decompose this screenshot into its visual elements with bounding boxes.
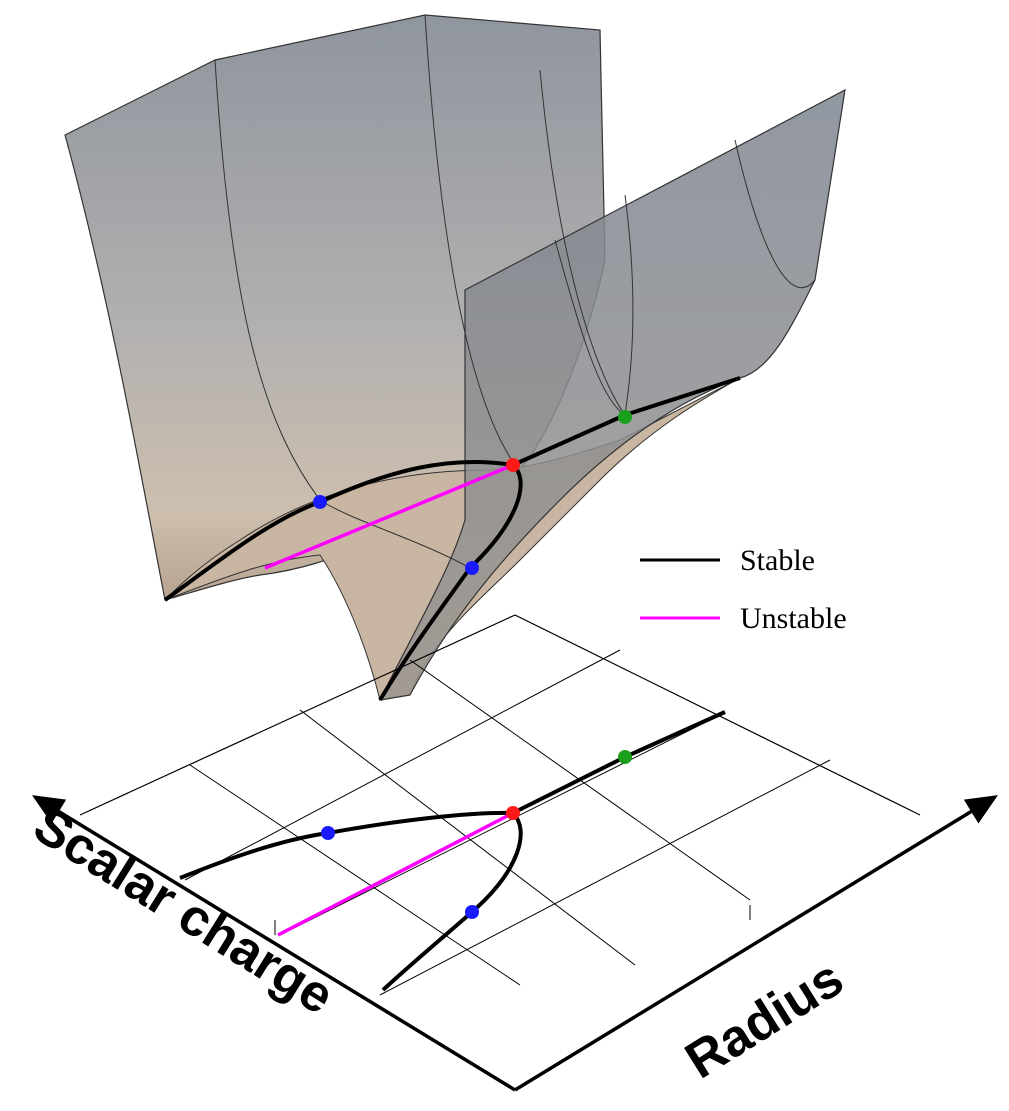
red-point — [506, 806, 520, 820]
blue-point — [321, 826, 335, 840]
legend-label: Stable — [740, 544, 815, 577]
diagram: Stable Unstable Scalar charge Radius — [0, 0, 1009, 1111]
blue-point — [313, 495, 327, 509]
unstable-branch — [278, 813, 513, 935]
green-point — [618, 750, 632, 764]
green-point — [618, 410, 632, 424]
blue-point — [465, 561, 479, 575]
potential-surface — [65, 15, 845, 700]
blue-point — [465, 905, 479, 919]
page: Stable Unstable Scalar charge Radius (()… — [0, 0, 1009, 1111]
plane-edge — [80, 615, 920, 815]
axis-label: Scalar charge — [24, 796, 344, 1026]
tick — [275, 905, 750, 935]
base-plane — [35, 615, 995, 1090]
legend: Stable Unstable — [640, 544, 847, 635]
axis-label: Radius — [676, 949, 854, 1090]
legend-label: Unstable — [740, 602, 847, 635]
red-point — [506, 458, 520, 472]
